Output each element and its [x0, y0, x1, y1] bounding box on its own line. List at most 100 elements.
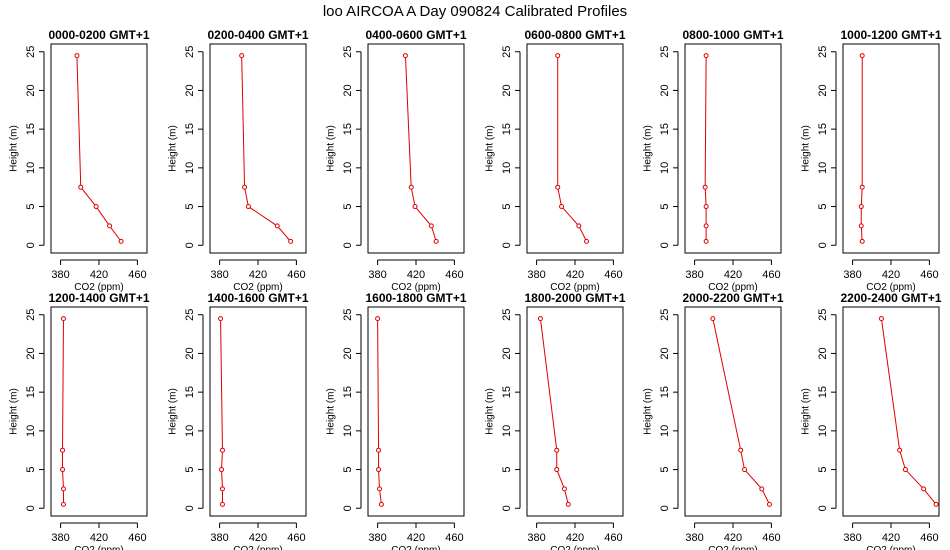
x-tick-label: 380	[527, 532, 545, 544]
panel-grid: 0000-0200 GMT+1 380 420 460 CO2 (ppm) 0 5 10 15 2…	[9, 28, 942, 550]
profile-panel: 0000-0200 GMT+1 380 420 460 CO2 (ppm) 0 5 10 15 2…	[9, 28, 150, 293]
y-axis-label: Height (m)	[9, 388, 20, 435]
y-tick-label: 5	[25, 466, 37, 472]
panel-title: 1200-1400 GMT+1	[48, 291, 149, 305]
data-point	[219, 467, 225, 473]
panel-title: 0000-0200 GMT+1	[48, 28, 149, 42]
x-tick-label: 420	[407, 532, 425, 544]
data-point	[288, 238, 294, 244]
y-tick-label: 5	[184, 203, 196, 209]
x-tick-label: 460	[604, 532, 622, 544]
y-tick-label: 25	[342, 46, 354, 58]
y-tick-label: 0	[659, 242, 671, 248]
data-point	[60, 447, 66, 453]
y-tick-label: 0	[184, 505, 196, 511]
x-axis-label: CO2 (ppm)	[391, 282, 440, 293]
y-tick-label: 5	[184, 466, 196, 472]
data-point	[375, 316, 381, 322]
data-point	[412, 204, 418, 210]
data-point	[428, 223, 434, 229]
y-tick-label: 5	[817, 203, 829, 209]
y-tick-label: 0	[342, 242, 354, 248]
y-tick-label: 20	[25, 347, 37, 359]
x-tick-label: 460	[920, 269, 938, 281]
x-tick-label: 420	[882, 269, 900, 281]
y-tick-label: 10	[25, 425, 37, 437]
y-tick-label: 0	[659, 505, 671, 511]
panel-title: 2200-2400 GMT+1	[840, 291, 941, 305]
data-point	[766, 501, 772, 507]
data-point	[921, 486, 927, 492]
y-tick-label: 5	[342, 466, 354, 472]
y-axis-label: Height (m)	[168, 388, 179, 435]
y-tick-label: 0	[342, 505, 354, 511]
x-tick-label: 460	[128, 532, 146, 544]
data-point	[274, 223, 280, 229]
x-tick-label: 460	[128, 269, 146, 281]
profile-panel: 1600-1800 GMT+1 380 420 460 CO2 (ppm) 0 5 10 15 2…	[326, 291, 467, 550]
profile-panel: 0400-0600 GMT+1 380 420 460 CO2 (ppm) 0 5 10 15 2…	[326, 28, 467, 293]
y-tick-label: 20	[817, 84, 829, 96]
x-tick-label: 420	[724, 532, 742, 544]
y-tick-label: 25	[25, 309, 37, 321]
y-tick-label: 5	[659, 466, 671, 472]
y-axis-label: Height (m)	[168, 125, 179, 172]
y-tick-label: 15	[501, 386, 513, 398]
plot-frame	[842, 43, 940, 254]
y-tick-label: 25	[659, 309, 671, 321]
data-point	[376, 467, 382, 473]
panel-title: 0600-0800 GMT+1	[524, 28, 625, 42]
panel-title: 0400-0600 GMT+1	[365, 28, 466, 42]
y-tick-label: 0	[817, 242, 829, 248]
y-tick-label: 10	[184, 425, 196, 437]
y-tick-label: 5	[25, 203, 37, 209]
y-tick-label: 20	[659, 347, 671, 359]
data-point	[858, 223, 864, 229]
data-point	[93, 204, 99, 210]
panel-title: 1400-1600 GMT+1	[207, 291, 308, 305]
y-tick-label: 15	[817, 123, 829, 135]
panel-title: 2000-2200 GMT+1	[682, 291, 783, 305]
plot-frame	[50, 306, 148, 517]
data-point	[245, 204, 251, 210]
y-tick-label: 10	[501, 162, 513, 174]
y-tick-label: 10	[342, 425, 354, 437]
data-point	[738, 447, 744, 453]
data-point	[703, 53, 709, 59]
data-point	[433, 238, 439, 244]
x-axis-label: CO2 (ppm)	[391, 545, 440, 550]
x-tick-label: 380	[843, 532, 861, 544]
data-point	[559, 204, 565, 210]
x-axis-label: CO2 (ppm)	[74, 545, 123, 550]
data-point	[537, 316, 543, 322]
y-tick-label: 15	[659, 123, 671, 135]
profile-panel: 1200-1400 GMT+1 380 420 460 CO2 (ppm) 0 5 10 15 2…	[9, 291, 150, 550]
data-point	[219, 447, 225, 453]
y-axis-label: Height (m)	[643, 388, 654, 435]
data-point	[408, 184, 414, 190]
x-tick-label: 420	[249, 532, 267, 544]
x-tick-label: 460	[762, 269, 780, 281]
x-tick-label: 380	[843, 269, 861, 281]
y-tick-label: 15	[342, 386, 354, 398]
y-tick-label: 10	[184, 162, 196, 174]
x-tick-label: 380	[210, 269, 228, 281]
data-point	[377, 486, 383, 492]
y-tick-label: 5	[342, 203, 354, 209]
profile-panel: 1800-2000 GMT+1 380 420 460 CO2 (ppm) 0 5 10 15 2…	[485, 291, 626, 550]
y-axis-label: Height (m)	[9, 125, 20, 172]
x-tick-label: 420	[724, 269, 742, 281]
data-point	[703, 204, 709, 210]
x-axis-label: CO2 (ppm)	[708, 282, 757, 293]
figure-title: loo AIRCOA A Day 090824 Calibrated Profi…	[323, 3, 627, 20]
y-tick-label: 20	[25, 84, 37, 96]
panel-title: 1800-2000 GMT+1	[524, 291, 625, 305]
y-tick-label: 10	[25, 162, 37, 174]
data-point	[555, 184, 561, 190]
data-point	[759, 486, 765, 492]
data-point	[60, 486, 66, 492]
data-point	[702, 184, 708, 190]
y-tick-label: 5	[501, 203, 513, 209]
y-tick-label: 10	[659, 162, 671, 174]
